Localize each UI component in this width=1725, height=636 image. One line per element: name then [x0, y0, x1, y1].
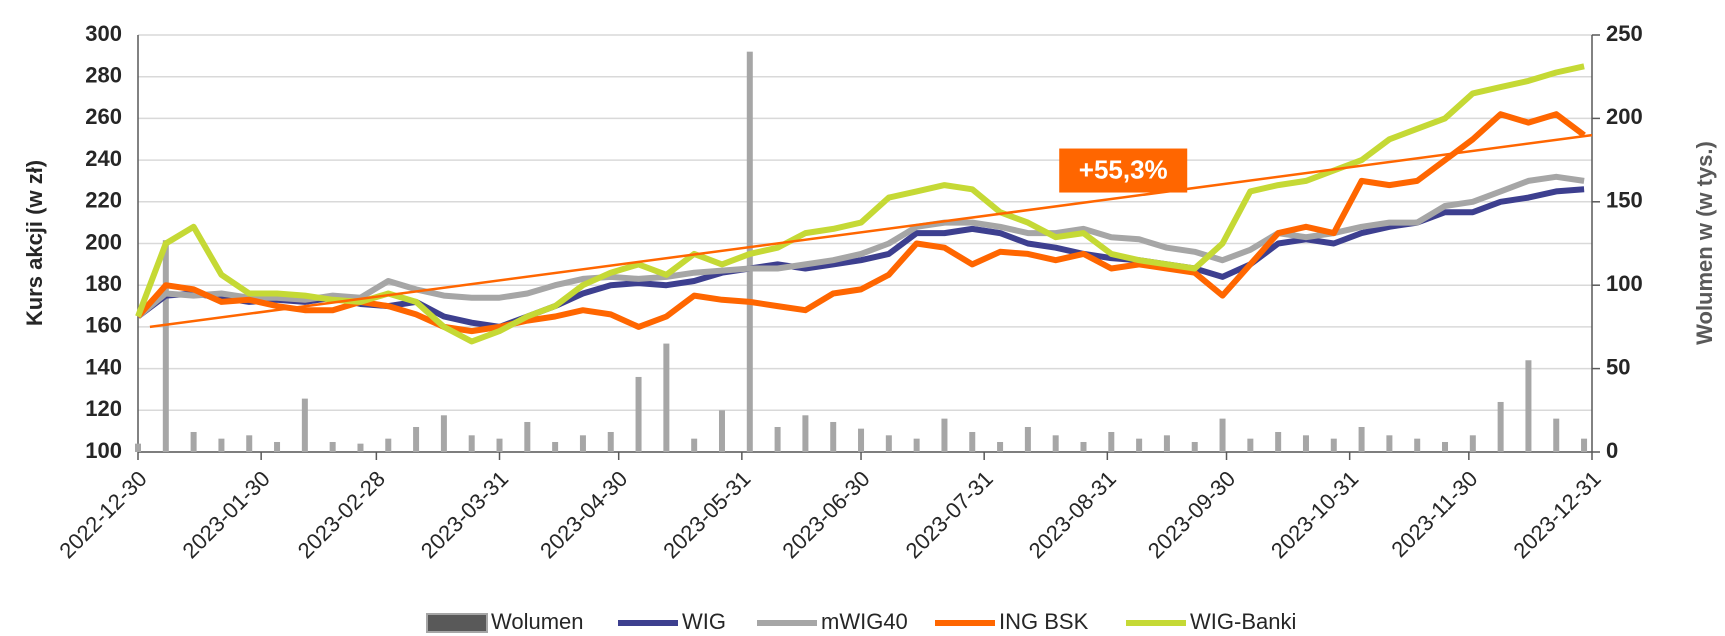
volume-bar	[858, 428, 865, 452]
y-tick-label: 260	[85, 104, 122, 129]
volume-bar	[718, 410, 725, 452]
y-tick-label: 140	[85, 354, 122, 379]
annotation-text: +55,3%	[1079, 154, 1168, 184]
volume-bar	[1219, 418, 1226, 452]
volume-bar	[969, 431, 976, 452]
y-tick-label: 280	[85, 63, 122, 88]
y2-tick-label: 100	[1606, 271, 1643, 296]
y-axis-label: Kurs akcji (w zł)	[22, 160, 47, 326]
y-tick-label: 300	[85, 21, 122, 46]
x-tick-label: 2023-01-30	[178, 466, 275, 563]
volume-bar	[385, 438, 392, 452]
x-tick-label: 2023-11-30	[1386, 466, 1482, 562]
volume-bar	[1052, 435, 1059, 452]
x-tick-label: 2023-04-30	[535, 466, 632, 563]
volume-bar	[1581, 438, 1588, 452]
x-tick-label: 2023-05-31	[658, 466, 755, 563]
volume-bar	[1525, 360, 1532, 452]
series-line	[135, 111, 1586, 335]
volume-bar	[885, 435, 892, 452]
legend-label: WIG-Banki	[1190, 609, 1296, 634]
volume-bar	[1497, 401, 1504, 452]
volume-bar	[1414, 438, 1421, 452]
x-tick-label: 2023-12-31	[1508, 466, 1605, 563]
x-tick-label: 2023-02-28	[293, 466, 390, 563]
y-tick-label: 180	[85, 271, 122, 296]
volume-bar	[413, 426, 420, 452]
volume-bar	[691, 438, 698, 452]
volume-bar	[1553, 418, 1560, 452]
legend-label: WIG	[682, 609, 726, 634]
volume-bar	[997, 441, 1004, 452]
annotation-box	[1059, 148, 1188, 193]
volume-bar	[135, 443, 141, 452]
y2-axis-label: Wolumen w (w tys.)	[1692, 141, 1717, 345]
volume-bar	[524, 421, 531, 452]
volume-bar	[1442, 441, 1449, 452]
y-tick-label: 160	[85, 313, 122, 338]
volume-bar	[1191, 441, 1198, 452]
y-tick-label: 120	[85, 396, 122, 421]
volume-bar	[468, 435, 475, 452]
x-tick-label: 2022-12-30	[54, 466, 151, 563]
volume-bar	[941, 418, 948, 452]
legend-label: mWIG40	[821, 609, 908, 634]
y-tick-label: 100	[85, 438, 122, 463]
volume-bar	[635, 376, 642, 452]
volume-bar	[1275, 431, 1282, 452]
volume-bar	[246, 435, 253, 452]
volume-bar	[1302, 435, 1309, 452]
x-tick-label: 2023-10-31	[1266, 466, 1363, 563]
volume-bar	[830, 421, 837, 452]
trend-line	[149, 133, 1593, 329]
volume-bar	[1247, 438, 1254, 452]
volume-bar	[218, 438, 225, 452]
x-tick-label: 2023-07-31	[901, 466, 998, 563]
volume-bar	[607, 431, 614, 452]
y-tick-label: 240	[85, 146, 122, 171]
y2-tick-label: 250	[1606, 21, 1643, 46]
x-tick-label: 2023-06-30	[777, 466, 874, 563]
x-tick-label: 2023-03-31	[416, 466, 513, 563]
volume-bar	[1330, 438, 1337, 452]
y2-tick-label: 200	[1606, 104, 1643, 129]
volume-bar	[579, 435, 586, 452]
volume-bar	[774, 426, 781, 452]
y2-tick-label: 50	[1606, 354, 1630, 379]
y-tick-label: 200	[85, 229, 122, 254]
legend-label: ING BSK	[999, 609, 1089, 634]
x-tick-label: 2023-09-30	[1143, 466, 1240, 563]
volume-bar	[357, 443, 364, 452]
volume-bar	[1358, 426, 1365, 452]
y-tick-label: 220	[85, 188, 122, 213]
volume-bar	[1386, 435, 1393, 452]
volume-bar	[1163, 435, 1170, 452]
volume-bar	[301, 398, 308, 452]
volume-bar	[440, 415, 447, 452]
volume-bar	[1024, 426, 1031, 452]
volume-bar	[552, 441, 559, 452]
volume-bar	[162, 240, 169, 452]
volume-bar	[663, 343, 670, 452]
volume-bar	[274, 441, 281, 452]
volume-bar	[1469, 435, 1476, 452]
volume-bar	[329, 441, 336, 452]
y2-tick-label: 150	[1606, 188, 1643, 213]
legend-label: Wolumen	[491, 609, 584, 634]
volume-bar	[496, 438, 503, 452]
volume-bar	[802, 415, 809, 452]
y2-tick-label: 0	[1606, 438, 1618, 463]
x-tick-label: 2023-08-31	[1024, 466, 1121, 563]
series-line	[136, 173, 1585, 319]
volume-bar	[1136, 438, 1143, 452]
volume-bar	[190, 431, 197, 452]
legend-swatch	[426, 613, 488, 633]
volume-bar	[1080, 441, 1087, 452]
volume-bar	[1108, 431, 1115, 452]
volume-bar	[913, 438, 920, 452]
